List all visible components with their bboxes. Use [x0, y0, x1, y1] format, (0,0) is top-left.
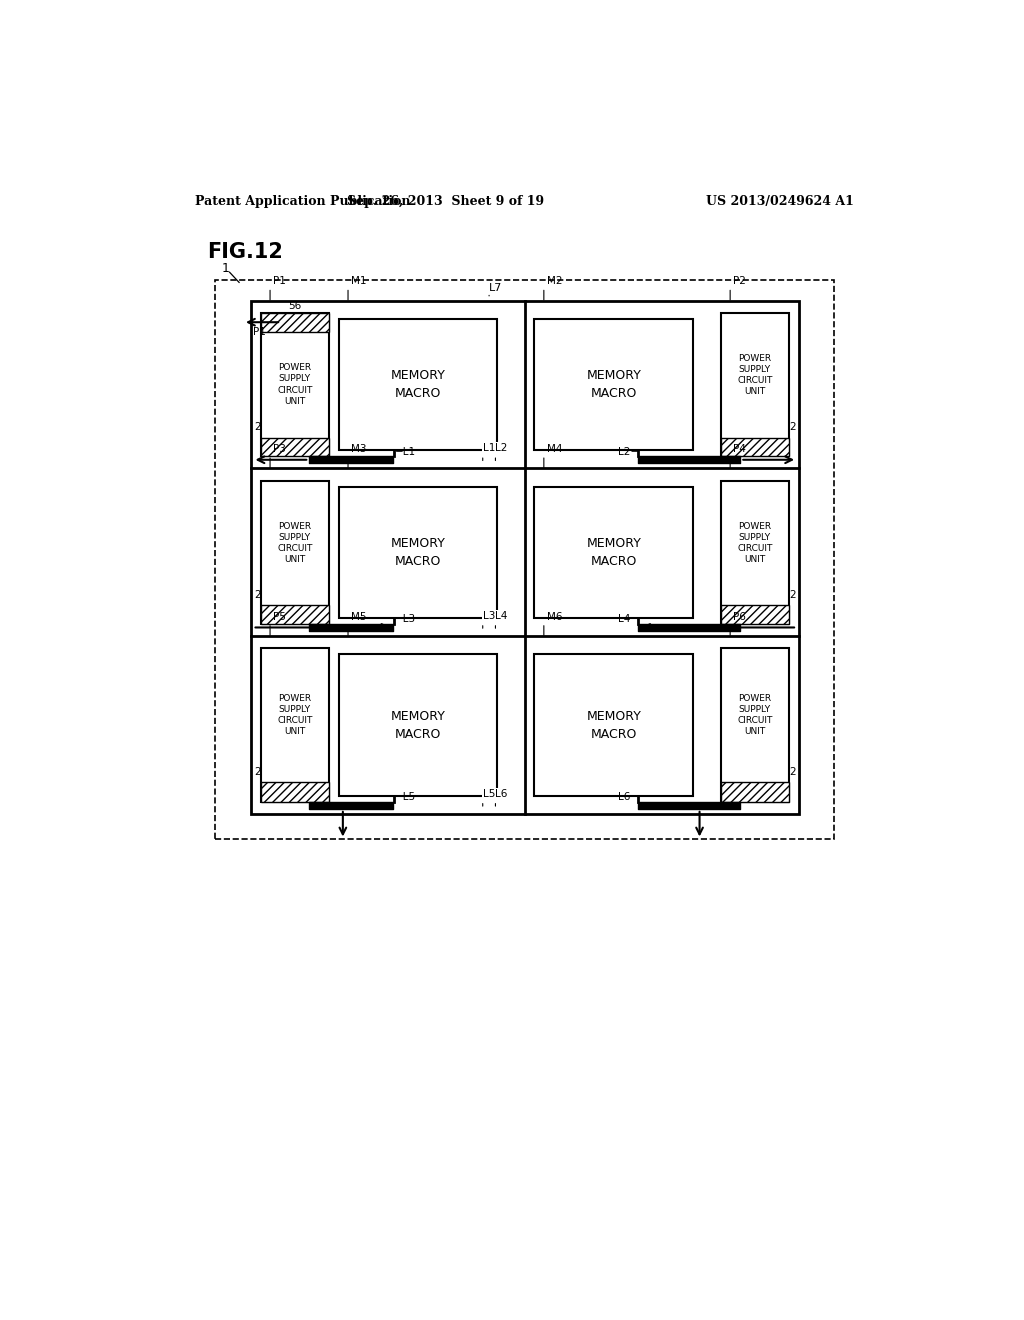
Bar [260, 313, 329, 331]
Text: L4−: L4− [618, 614, 640, 624]
Text: P1: P1 [273, 276, 286, 286]
Text: MEMORY
MACRO: MEMORY MACRO [390, 710, 445, 741]
Text: MEMORY
MACRO: MEMORY MACRO [587, 370, 641, 400]
Text: P6: P6 [733, 612, 746, 622]
Text: 2: 2 [788, 590, 796, 601]
Text: FIG.12: FIG.12 [207, 242, 284, 261]
Text: 2: 2 [788, 767, 796, 776]
Text: M1: M1 [351, 276, 367, 286]
Text: P2: P2 [733, 276, 746, 286]
Text: P4: P4 [733, 444, 746, 454]
Text: M6: M6 [547, 612, 562, 622]
Text: L3: L3 [482, 611, 496, 620]
Bar [260, 781, 329, 801]
Text: MEMORY
MACRO: MEMORY MACRO [390, 370, 445, 400]
Text: L5: L5 [482, 789, 496, 799]
Text: −L3: −L3 [395, 614, 416, 624]
Text: P5: P5 [273, 612, 286, 622]
Text: −L1: −L1 [395, 446, 416, 457]
Text: L4: L4 [496, 611, 508, 620]
Text: 2: 2 [254, 590, 261, 601]
Bar [260, 480, 329, 624]
Text: MEMORY
MACRO: MEMORY MACRO [587, 710, 641, 741]
Bar [260, 606, 329, 624]
Bar [721, 313, 790, 457]
Text: Sep. 26, 2013  Sheet 9 of 19: Sep. 26, 2013 Sheet 9 of 19 [347, 194, 544, 207]
Text: 2: 2 [254, 422, 261, 433]
Text: 1: 1 [221, 261, 229, 275]
Text: L7: L7 [489, 282, 503, 293]
Text: POWER
SUPPLY
CIRCUIT
UNIT: POWER SUPPLY CIRCUIT UNIT [737, 521, 772, 564]
Bar [260, 648, 329, 801]
Text: US 2013/0249624 A1: US 2013/0249624 A1 [707, 194, 854, 207]
Text: M3: M3 [351, 444, 367, 454]
Text: 56: 56 [288, 301, 301, 312]
Bar [721, 437, 790, 457]
Bar [339, 655, 498, 796]
Text: 2: 2 [254, 767, 261, 776]
Bar [721, 781, 790, 801]
Text: P1: P1 [253, 327, 265, 338]
Text: POWER
SUPPLY
CIRCUIT
UNIT: POWER SUPPLY CIRCUIT UNIT [737, 354, 772, 396]
Text: 2: 2 [788, 422, 796, 433]
Text: L2: L2 [496, 444, 508, 453]
Bar [721, 480, 790, 624]
Bar [215, 280, 835, 840]
Text: M5: M5 [351, 612, 367, 622]
Text: L6−: L6− [618, 792, 640, 803]
Text: L6: L6 [496, 789, 508, 799]
Bar [721, 648, 790, 801]
Text: POWER
SUPPLY
CIRCUIT
UNIT: POWER SUPPLY CIRCUIT UNIT [278, 521, 312, 564]
Bar [260, 313, 329, 457]
Text: L2−: L2− [618, 446, 640, 457]
Text: L1: L1 [482, 444, 496, 453]
Text: MEMORY
MACRO: MEMORY MACRO [587, 537, 641, 568]
Bar [339, 487, 498, 618]
Text: M2: M2 [547, 276, 562, 286]
Bar [260, 437, 329, 457]
Bar [721, 606, 790, 624]
Text: MEMORY
MACRO: MEMORY MACRO [390, 537, 445, 568]
Text: Patent Application Publication: Patent Application Publication [196, 194, 411, 207]
Bar [339, 319, 498, 450]
Text: POWER
SUPPLY
CIRCUIT
UNIT: POWER SUPPLY CIRCUIT UNIT [278, 694, 312, 737]
Bar [535, 655, 693, 796]
Text: M4: M4 [547, 444, 562, 454]
Bar [535, 319, 693, 450]
Text: POWER
SUPPLY
CIRCUIT
UNIT: POWER SUPPLY CIRCUIT UNIT [737, 694, 772, 737]
Bar [251, 301, 799, 814]
Text: POWER
SUPPLY
CIRCUIT
UNIT: POWER SUPPLY CIRCUIT UNIT [278, 363, 312, 405]
Text: P3: P3 [273, 444, 286, 454]
Bar [535, 487, 693, 618]
Text: −L5: −L5 [395, 792, 416, 803]
